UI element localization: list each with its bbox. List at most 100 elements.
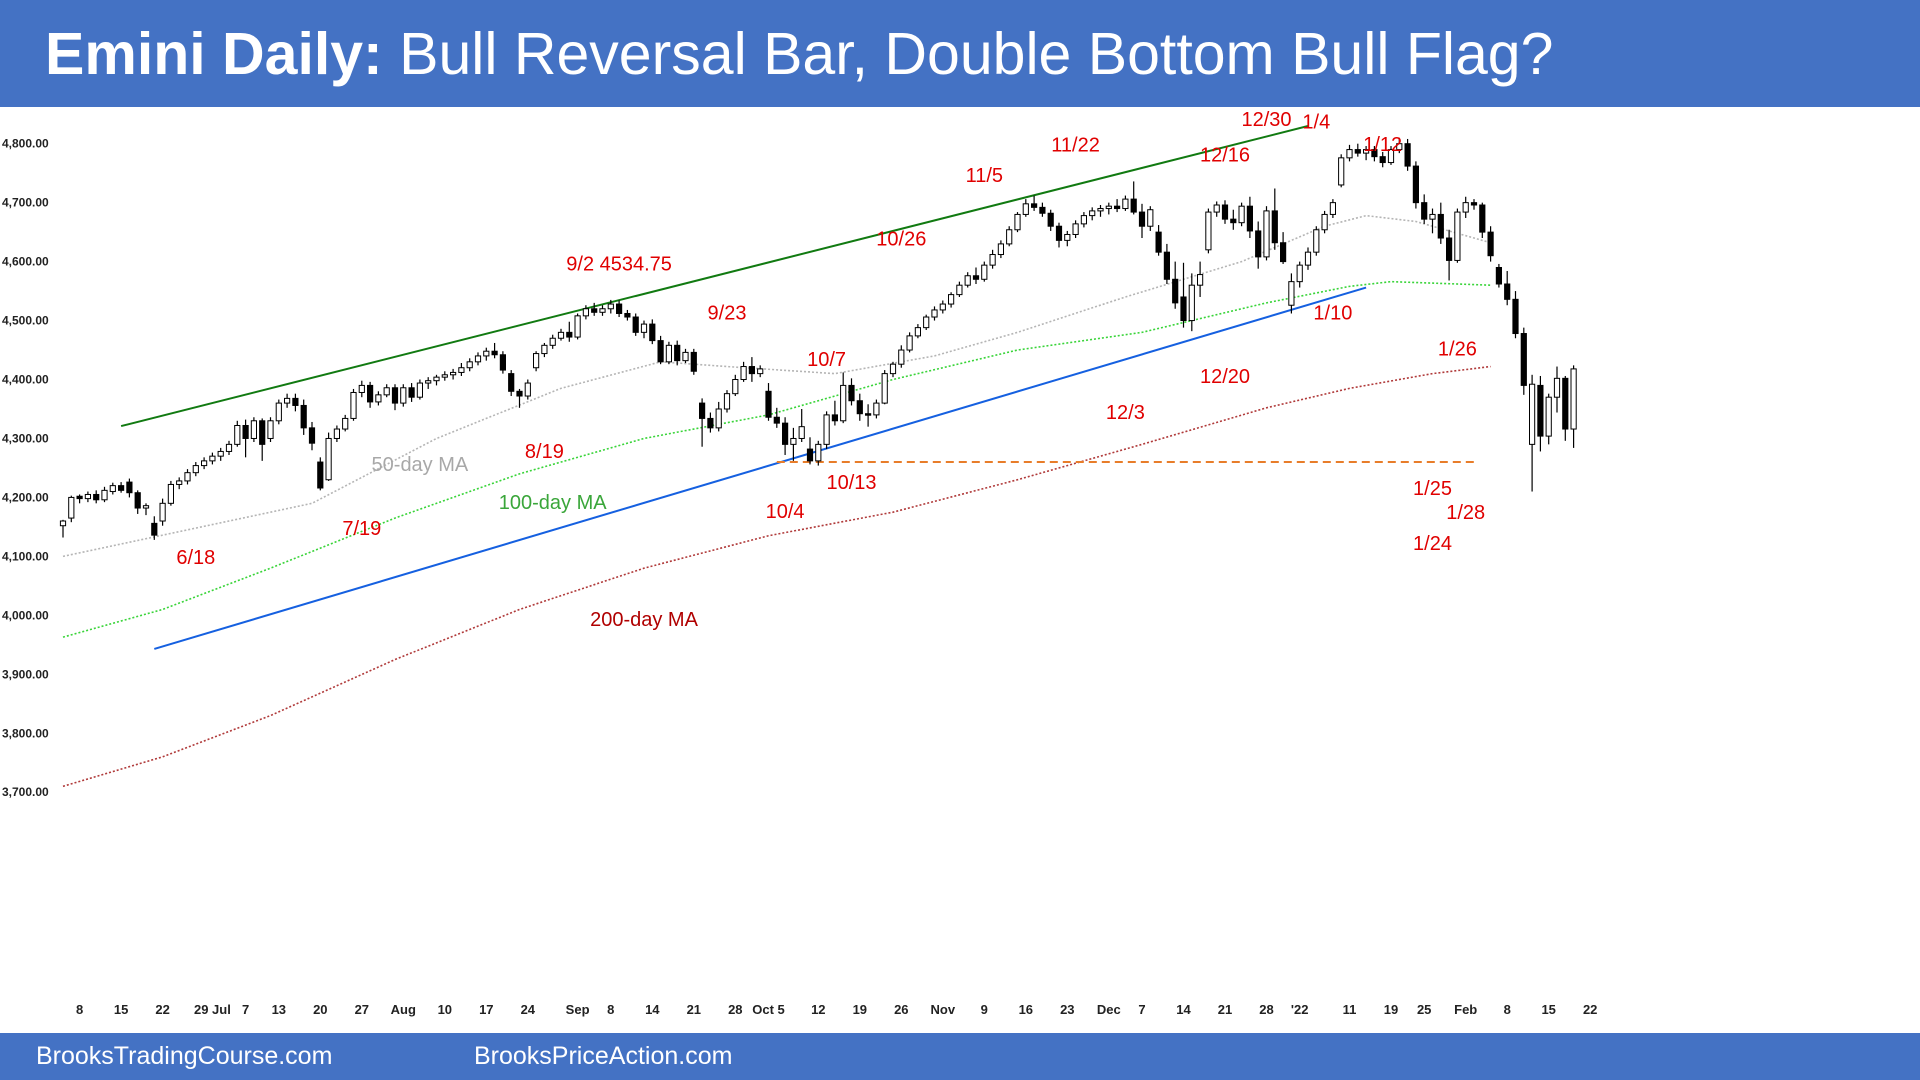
candle-body [906, 335, 913, 351]
candle-body [325, 437, 332, 481]
candle-body [873, 402, 880, 416]
candlestick-chart: 4,800.00 4,700.00 4,600.00 4,500.00 4,400.00… [2, 109, 1597, 1017]
candle-body [176, 480, 183, 485]
candle-body [250, 420, 258, 439]
candle-body [1255, 230, 1262, 258]
candle-body [242, 424, 249, 439]
chart-annotation: 50-day MA [372, 454, 469, 476]
x-tick-label: Nov [931, 1002, 956, 1017]
candle-body [1197, 274, 1204, 286]
candle-body [101, 489, 108, 501]
candle-body [1039, 206, 1046, 214]
x-tick-label: 21 [1218, 1002, 1232, 1017]
candle-body [1338, 157, 1345, 186]
candle-body [848, 384, 855, 402]
candle-body [657, 340, 664, 363]
footer-bar: BrooksTradingCourse.com BrooksPriceActio… [0, 1033, 1920, 1080]
candle-body [881, 373, 888, 404]
candle-body [831, 414, 838, 422]
candle-body [466, 361, 473, 369]
candle-body [408, 387, 415, 398]
x-tick-label: '22 [1291, 1002, 1309, 1017]
candle-body [939, 303, 946, 311]
candle-body [1387, 149, 1395, 164]
candle-body [823, 414, 830, 445]
x-tick-label: 15 [1541, 1002, 1555, 1017]
candle-body [275, 402, 282, 422]
chart-annotation: 10/7 [807, 349, 846, 371]
candle-body [84, 493, 92, 500]
x-tick-label: Aug [391, 1002, 416, 1017]
candle-body [1487, 231, 1494, 257]
y-tick-label: 4,100.00 [2, 549, 49, 563]
candle-body [856, 400, 863, 415]
x-tick-label: 10 [438, 1002, 452, 1017]
x-tick-label: 9 [981, 1002, 988, 1017]
candle-body [1363, 149, 1370, 154]
candle-body [1238, 205, 1245, 224]
candle-body [1553, 377, 1561, 398]
candle-body [972, 275, 980, 280]
candle-body [981, 264, 988, 280]
chart-annotation: 11/5 [966, 165, 1003, 187]
channel-top-line [120, 125, 1309, 428]
candle-body [458, 367, 465, 373]
candle-body [956, 284, 963, 296]
y-tick-label: 4,400.00 [2, 373, 49, 387]
x-tick-label: 26 [894, 1002, 908, 1017]
footer-site-price-action[interactable]: BrooksPriceAction.com [474, 1042, 733, 1070]
candle-body [1114, 205, 1121, 210]
candle-body [773, 416, 780, 424]
candle-body [483, 350, 490, 357]
candle-body [665, 344, 672, 363]
candle-body [1396, 143, 1403, 151]
chart-annotation: 7/19 [342, 518, 381, 540]
x-tick-label: 17 [479, 1002, 493, 1017]
candle-body [1479, 204, 1486, 233]
footer-site-trading-course[interactable]: BrooksTradingCourse.com [36, 1042, 333, 1070]
candle-body [1064, 233, 1071, 241]
candle-body [1122, 198, 1129, 210]
candle-body [1354, 149, 1361, 154]
candle-body [134, 492, 141, 509]
x-tick-label: 7 [242, 1002, 249, 1017]
chart-annotation: 10/26 [876, 229, 926, 251]
candle-body [109, 485, 116, 493]
candle-body [516, 390, 523, 397]
candle-body [508, 373, 515, 392]
candle-body [1280, 242, 1287, 263]
candle-body [1072, 223, 1079, 235]
chart-annotation: 1/26 [1438, 338, 1477, 360]
chart-annotation: 1/25 [1413, 478, 1452, 500]
candle-body [1529, 383, 1536, 445]
candle-body [591, 308, 598, 313]
candle-body [1155, 231, 1162, 253]
candle-body [989, 254, 996, 266]
candle-body [840, 384, 847, 422]
candle-body [748, 366, 755, 375]
candle-body [566, 331, 573, 338]
candle-body [699, 402, 706, 419]
candle-body [217, 450, 224, 457]
candle-body [400, 387, 407, 404]
candle-body [599, 308, 606, 313]
candle-body [1105, 205, 1112, 210]
chart-annotation: 1/28 [1446, 502, 1485, 524]
candle-body [632, 316, 639, 333]
candle-body [964, 275, 971, 286]
candle-body [1246, 205, 1254, 232]
x-tick-label: 12 [811, 1002, 825, 1017]
candle-body [284, 397, 291, 404]
candle-body [1446, 237, 1453, 261]
candle-body [1562, 377, 1569, 430]
candle-body [1288, 281, 1295, 306]
candle-body [1006, 229, 1013, 245]
candle-body [1230, 218, 1237, 224]
x-tick-label: 28 [1259, 1002, 1273, 1017]
candle-body [1537, 384, 1544, 437]
candle-body [184, 472, 191, 482]
x-tick-label: 8 [1504, 1002, 1511, 1017]
chart-annotation: 1/12 [1363, 134, 1402, 156]
candle-body [416, 382, 423, 398]
x-tick-label: 14 [1176, 1002, 1191, 1017]
